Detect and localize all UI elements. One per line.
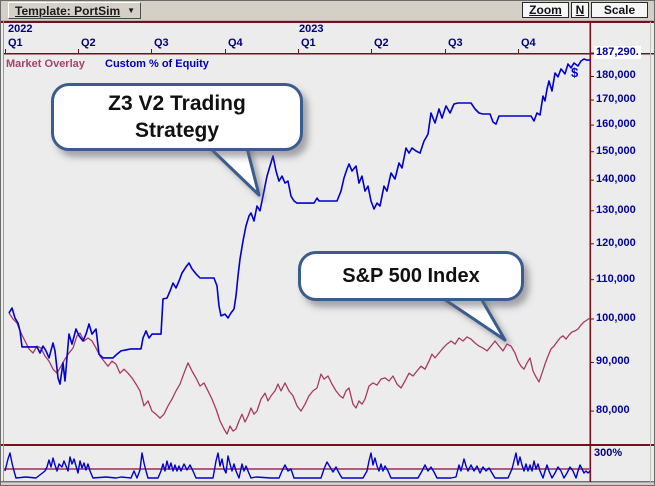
template-dropdown[interactable]: Template: PortSim ▼ [8,2,142,19]
n-button[interactable]: N [571,2,589,18]
quarter-tick [151,49,152,54]
y-axis-label: 170,000 [596,93,636,106]
series-strategy [8,58,590,385]
quarter-tick [5,49,6,54]
toolbar: Template: PortSim ▼ Zoom N Scale [1,1,654,21]
callout-strategy: Z3 V2 Trading Strategy [51,83,303,151]
quarter-tick [78,49,79,54]
y-axis-tick [590,124,594,126]
sub-panel-scale-label: 300% [594,447,623,459]
quarter-label-2: Q3 [154,37,169,49]
template-dropdown-label: Template: PortSim [15,4,121,18]
year-label-2023: 2023 [299,23,324,35]
quarter-tick [445,49,446,54]
y-axis-tick [590,279,594,281]
y-axis-label: 90,000 [596,355,630,368]
quarter-label-6: Q3 [448,37,463,49]
y-axis-tick [590,99,594,101]
y-axis-tick [590,210,594,212]
y-axis-label: 110,000 [596,272,636,285]
panel-divider [1,444,654,446]
y-axis-label: 80,000 [596,404,630,417]
y-axis-tick [590,318,594,320]
callout-sp500-line1: S&P 500 Index [342,264,480,287]
quarter-tick [371,49,372,54]
zoom-button[interactable]: Zoom [522,2,569,18]
quarter-label-0: Q1 [8,37,23,49]
quarter-tick [225,49,226,54]
y-axis-labels: 187,290. 180,000 170,000 160,000 150,000 140,… [590,1,654,485]
y-axis-tick [590,243,594,245]
year-label-2022: 2022 [8,23,33,35]
plot-bottom-border [1,481,654,483]
y-axis-label: 140,000 [596,173,636,186]
plot-top-border [3,53,654,55]
y-axis-label: 187,290. [594,46,641,59]
last-price-dollar-marker: $ [571,65,579,80]
y-axis-label: 150,000 [596,144,636,157]
quarter-label-1: Q2 [81,37,96,49]
quarter-label-5: Q2 [374,37,389,49]
y-axis-label: 130,000 [596,203,636,216]
y-axis-line [589,21,592,482]
oscillator-centerline [4,468,590,470]
callout-sp500: S&P 500 Index [298,251,524,301]
callout-strategy-line2: Strategy [134,119,220,142]
y-axis-tick [590,410,594,412]
y-axis-tick [590,361,594,363]
y-axis-tick [590,179,594,181]
series-sp500 [8,312,591,435]
quarter-tick [518,49,519,54]
plot-left-border [3,21,4,481]
scale-button[interactable]: Scale [591,2,648,18]
y-axis-tick [590,151,594,153]
quarter-tick [298,49,299,54]
custom-equity-label: Custom % of Equity [105,58,209,70]
market-overlay-label: Market Overlay [6,58,85,70]
chevron-down-icon: ▼ [127,6,136,15]
y-axis-tick [590,52,594,54]
quarter-label-4: Q1 [301,37,316,49]
y-axis-label: 160,000 [596,118,636,131]
timeline-top-border [1,21,654,23]
window-bottom-edge [1,483,654,485]
y-axis-label: 180,000 [596,69,636,82]
y-axis-label: 100,000 [596,312,636,324]
quarter-label-7: Q4 [521,37,536,49]
right-edge-groove [650,22,651,482]
callout-strategy-line1: Z3 V2 Trading [108,92,246,115]
y-axis-tick [590,75,594,77]
oscillator-series [4,452,591,479]
y-axis-label: 120,000 [596,236,636,249]
quarter-label-3: Q4 [228,37,243,49]
